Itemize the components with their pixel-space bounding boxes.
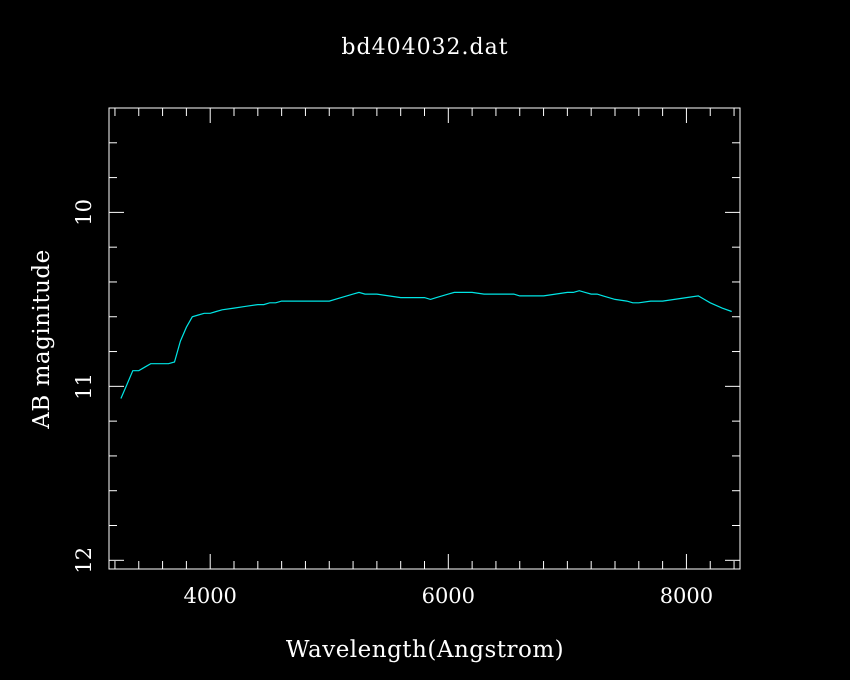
y-tick-label: 12 xyxy=(72,547,96,574)
x-axis-label: Wavelength(Angstrom) xyxy=(286,637,564,663)
axis-ticks xyxy=(109,107,740,569)
y-tick-label: 10 xyxy=(72,199,96,226)
plot-frame xyxy=(108,107,741,570)
series-line-1 xyxy=(120,290,732,399)
x-tick-label: 4000 xyxy=(183,584,236,608)
y-tick-label: 11 xyxy=(72,373,96,400)
chart-title: bd404032.dat xyxy=(341,35,508,60)
series-lines xyxy=(120,290,732,399)
y-axis-label: AB maginitude xyxy=(29,249,55,429)
tick-labels: 4000 6000 8000 10 11 12 xyxy=(72,199,713,608)
x-tick-label: 8000 xyxy=(660,584,713,608)
x-tick-label: 6000 xyxy=(422,584,475,608)
